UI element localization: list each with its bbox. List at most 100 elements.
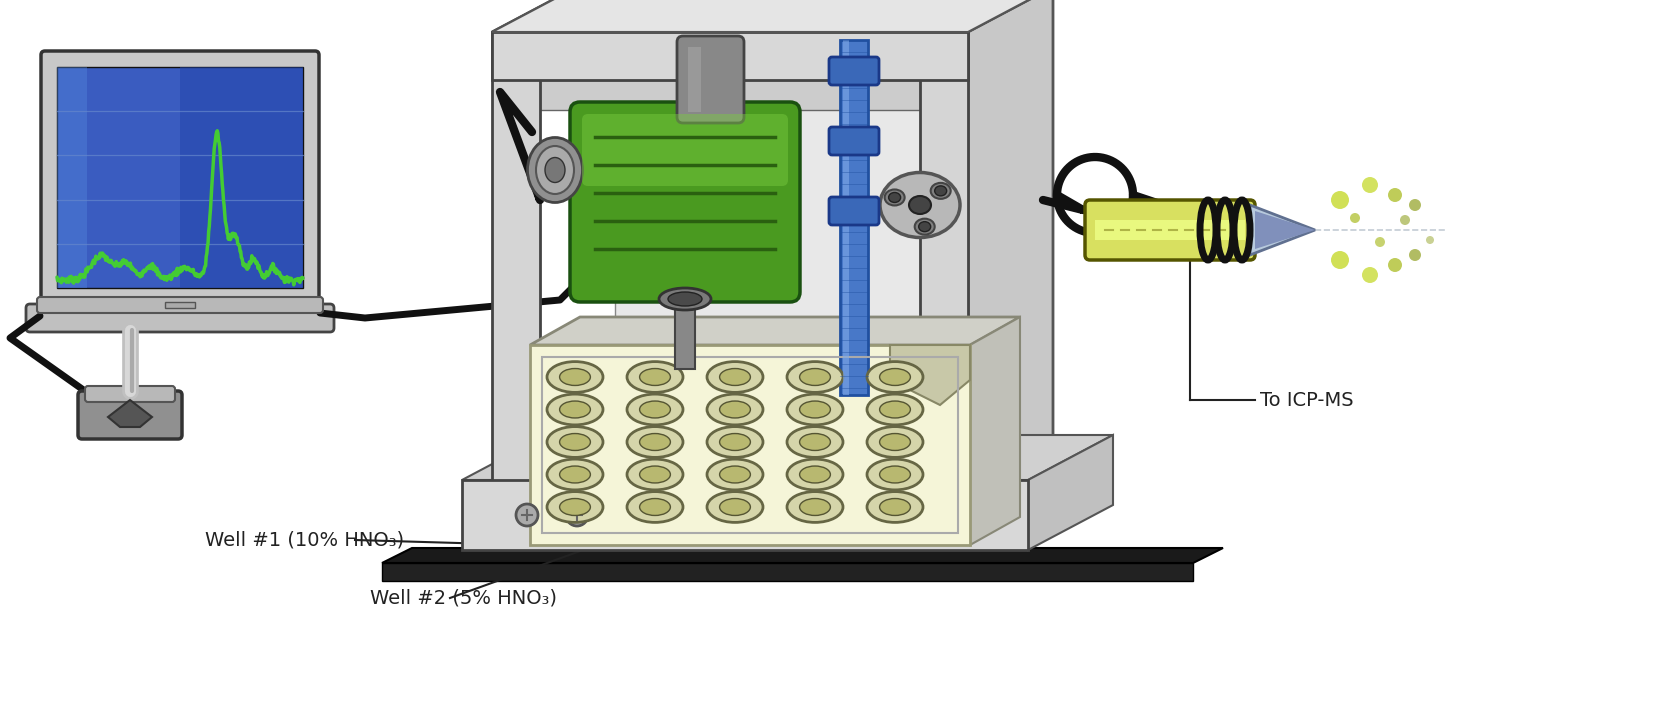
FancyBboxPatch shape xyxy=(829,127,878,155)
Ellipse shape xyxy=(918,221,931,232)
Ellipse shape xyxy=(627,459,683,490)
Circle shape xyxy=(1399,215,1409,225)
Ellipse shape xyxy=(706,361,762,392)
Ellipse shape xyxy=(559,466,590,483)
Polygon shape xyxy=(108,400,152,427)
Circle shape xyxy=(1426,236,1434,244)
Circle shape xyxy=(1409,249,1421,261)
Ellipse shape xyxy=(627,491,683,522)
Ellipse shape xyxy=(867,394,923,425)
Ellipse shape xyxy=(880,466,910,483)
Circle shape xyxy=(1361,267,1378,283)
Polygon shape xyxy=(920,0,1054,32)
Ellipse shape xyxy=(888,193,901,202)
FancyBboxPatch shape xyxy=(829,197,878,225)
Ellipse shape xyxy=(627,427,683,458)
Ellipse shape xyxy=(880,401,910,418)
FancyBboxPatch shape xyxy=(36,297,323,313)
Polygon shape xyxy=(551,132,586,187)
Ellipse shape xyxy=(547,361,604,392)
Ellipse shape xyxy=(880,368,910,385)
Ellipse shape xyxy=(640,434,670,451)
Bar xyxy=(529,345,969,545)
Text: To ICP-MS: To ICP-MS xyxy=(1260,390,1353,410)
Ellipse shape xyxy=(658,288,711,310)
Ellipse shape xyxy=(640,466,670,483)
Ellipse shape xyxy=(706,394,762,425)
Ellipse shape xyxy=(559,368,590,385)
Ellipse shape xyxy=(719,466,751,483)
Ellipse shape xyxy=(880,434,910,451)
Circle shape xyxy=(1409,199,1421,211)
Ellipse shape xyxy=(640,368,670,385)
Ellipse shape xyxy=(787,394,844,425)
Ellipse shape xyxy=(706,491,762,522)
Bar xyxy=(491,32,968,80)
Ellipse shape xyxy=(799,434,830,451)
Ellipse shape xyxy=(559,401,590,418)
Ellipse shape xyxy=(880,498,910,515)
Polygon shape xyxy=(491,0,1054,32)
Ellipse shape xyxy=(867,459,923,490)
FancyBboxPatch shape xyxy=(571,102,801,302)
Bar xyxy=(543,357,958,533)
Ellipse shape xyxy=(547,427,604,458)
Polygon shape xyxy=(890,345,969,405)
Polygon shape xyxy=(491,0,1054,32)
Circle shape xyxy=(1374,237,1384,247)
Ellipse shape xyxy=(627,394,683,425)
Ellipse shape xyxy=(915,219,935,235)
Ellipse shape xyxy=(910,196,931,214)
Ellipse shape xyxy=(799,401,830,418)
Circle shape xyxy=(1331,191,1350,209)
Ellipse shape xyxy=(867,427,923,458)
Ellipse shape xyxy=(640,498,670,515)
FancyBboxPatch shape xyxy=(829,57,878,85)
Bar xyxy=(461,480,1029,550)
Polygon shape xyxy=(968,0,1054,510)
Ellipse shape xyxy=(706,427,762,458)
Ellipse shape xyxy=(799,498,830,515)
Bar xyxy=(180,67,303,288)
Text: Well #1 (10% HNO₃): Well #1 (10% HNO₃) xyxy=(205,531,404,550)
FancyBboxPatch shape xyxy=(41,51,319,304)
Polygon shape xyxy=(969,317,1021,545)
Circle shape xyxy=(1388,258,1403,272)
Bar xyxy=(840,40,868,395)
Ellipse shape xyxy=(536,146,574,194)
Bar xyxy=(615,35,968,445)
Ellipse shape xyxy=(799,368,830,385)
Ellipse shape xyxy=(787,361,844,392)
Ellipse shape xyxy=(668,292,701,306)
Ellipse shape xyxy=(719,401,751,418)
Circle shape xyxy=(566,504,589,526)
Ellipse shape xyxy=(867,491,923,522)
Circle shape xyxy=(1331,251,1350,269)
Polygon shape xyxy=(461,435,1113,480)
Ellipse shape xyxy=(640,401,670,418)
Ellipse shape xyxy=(799,466,830,483)
Bar xyxy=(1095,220,1245,240)
Bar xyxy=(688,47,701,112)
Ellipse shape xyxy=(719,368,751,385)
Circle shape xyxy=(1388,188,1403,202)
Polygon shape xyxy=(1029,435,1113,550)
Ellipse shape xyxy=(719,434,751,451)
Circle shape xyxy=(516,504,538,526)
Ellipse shape xyxy=(787,491,844,522)
Polygon shape xyxy=(1255,211,1315,249)
Ellipse shape xyxy=(931,183,951,199)
Polygon shape xyxy=(491,0,625,32)
Ellipse shape xyxy=(559,498,590,515)
Ellipse shape xyxy=(706,459,762,490)
Bar xyxy=(675,299,695,369)
Ellipse shape xyxy=(547,394,604,425)
Bar xyxy=(56,67,86,288)
Ellipse shape xyxy=(528,138,582,202)
Polygon shape xyxy=(1250,205,1315,255)
FancyBboxPatch shape xyxy=(676,36,744,123)
Ellipse shape xyxy=(547,491,604,522)
Ellipse shape xyxy=(787,459,844,490)
Circle shape xyxy=(1350,213,1360,223)
Ellipse shape xyxy=(719,498,751,515)
